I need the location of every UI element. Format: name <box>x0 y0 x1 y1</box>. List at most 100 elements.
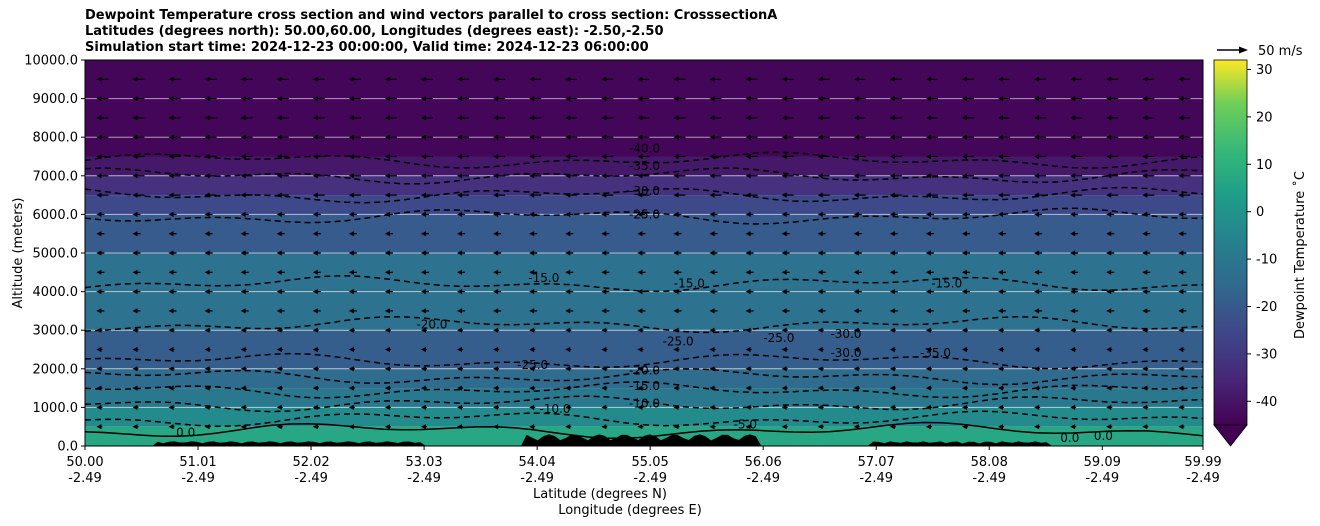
wind-vector-head <box>1142 211 1148 217</box>
wind-vector-head <box>961 211 967 217</box>
wind-vector-head <box>132 385 138 391</box>
wind-vector-head <box>853 231 859 237</box>
wind-vector-head <box>745 289 751 295</box>
wind-vector-head <box>1070 250 1076 256</box>
wind-vector-head <box>240 346 246 353</box>
wind-vector-head <box>925 269 931 275</box>
wind-vector-head <box>276 173 282 179</box>
wind-vector-head <box>384 115 390 121</box>
wind-vector-head <box>168 289 174 295</box>
y-tick-label: 6000.0 <box>33 208 79 223</box>
wind-vector-head <box>421 250 427 256</box>
wind-vector-head <box>1106 115 1112 121</box>
wind-vector-head <box>637 404 643 410</box>
wind-vector-head <box>96 134 102 140</box>
contour-line <box>85 151 1203 169</box>
wind-vector-head <box>1142 404 1148 410</box>
wind-vector-head <box>998 153 1004 160</box>
wind-vector-head <box>96 308 102 314</box>
wind-vector-head <box>709 211 715 217</box>
wind-vector-head <box>240 327 246 333</box>
wind-vector-head <box>673 96 679 102</box>
wind-vector-head <box>1034 76 1040 82</box>
wind-vector-head <box>1034 346 1040 353</box>
colorbar-gradient <box>1213 59 1248 426</box>
wind-vector-head <box>998 366 1004 372</box>
wind-vector-head <box>745 173 751 179</box>
wind-vector-head <box>384 96 390 102</box>
wind-vector-head <box>925 76 931 82</box>
wind-vector-head <box>421 308 427 314</box>
colorbar-tick-label: -40 <box>1256 395 1277 410</box>
wind-vector-head <box>276 96 282 102</box>
wind-vector-head <box>132 308 138 314</box>
contour-line <box>85 186 1203 204</box>
wind-vector-head <box>673 153 679 160</box>
wind-vector-head <box>925 327 931 333</box>
wind-vector-head <box>276 424 282 430</box>
wind-vector-head <box>1106 173 1112 179</box>
wind-vector-head <box>240 134 246 140</box>
wind-vector-head <box>384 327 390 333</box>
wind-vector-head <box>204 366 210 372</box>
x-tick-label-lon: -2.49 <box>407 471 441 486</box>
wind-vector-head <box>925 231 931 237</box>
wind-vector-head <box>1178 134 1184 140</box>
wind-vector-head <box>961 153 967 160</box>
colorbar-tick-label: 30 <box>1256 63 1273 78</box>
wind-vector-head <box>781 96 787 102</box>
wind-vector-head <box>673 327 679 333</box>
wind-vector-head <box>889 250 895 256</box>
wind-vector-head <box>529 327 535 333</box>
wind-vector-head <box>637 289 643 295</box>
wind-vector-head <box>493 192 499 198</box>
wind-vector-head <box>312 385 318 391</box>
wind-vector-head <box>457 96 463 102</box>
colorbar-tick-label: -20 <box>1256 300 1277 315</box>
wind-vector-head <box>998 404 1004 410</box>
wind-vector-head <box>1070 385 1076 391</box>
wind-vector-head <box>240 231 246 237</box>
wind-vector-head <box>637 134 643 140</box>
wind-vector-head <box>1070 308 1076 314</box>
wind-vector-head <box>1106 134 1112 140</box>
wind-vector-head <box>276 269 282 275</box>
wind-vector-head <box>998 308 1004 314</box>
wind-vector-head <box>1070 173 1076 179</box>
wind-vector-head <box>709 404 715 410</box>
wind-vector-head <box>168 308 174 314</box>
wind-vector-head <box>1034 250 1040 256</box>
wind-vector-head <box>889 308 895 314</box>
wind-vector-head <box>817 115 823 121</box>
wind-vector-head <box>1142 327 1148 333</box>
wind-vector-head <box>493 153 499 160</box>
wind-vector-head <box>673 385 679 391</box>
wind-vector-head <box>529 385 535 391</box>
wind-vector-head <box>457 269 463 275</box>
wind-vector-head <box>457 308 463 314</box>
y-tick-label: 8000.0 <box>33 131 79 146</box>
wind-vector-head <box>961 134 967 140</box>
contour-label: -25.0 <box>663 335 694 349</box>
wind-vector-head <box>889 289 895 295</box>
x-tick-label-lat: 54.04 <box>519 455 556 470</box>
wind-vector-head <box>889 366 895 372</box>
wind-vector-head <box>312 424 318 430</box>
wind-vector-head <box>1070 424 1076 430</box>
wind-vector-head <box>709 76 715 82</box>
wind-vector-head <box>1070 404 1076 410</box>
x-tick-label-lon: -2.49 <box>294 471 328 486</box>
wind-vector-head <box>745 192 751 198</box>
wind-vector-head <box>853 76 859 82</box>
wind-vector-head <box>168 96 174 102</box>
wind-vector-head <box>457 192 463 198</box>
wind-vector-head <box>240 269 246 275</box>
wind-vector-head <box>384 250 390 256</box>
wind-vector-head <box>565 134 571 140</box>
x-tick-label-lat: 57.07 <box>858 455 895 470</box>
wind-vector-head <box>637 76 643 82</box>
wind-vector-head <box>240 192 246 198</box>
wind-vector-head <box>312 76 318 82</box>
wind-vector-head <box>96 346 102 353</box>
colorbar-tick-label: -30 <box>1256 347 1277 362</box>
